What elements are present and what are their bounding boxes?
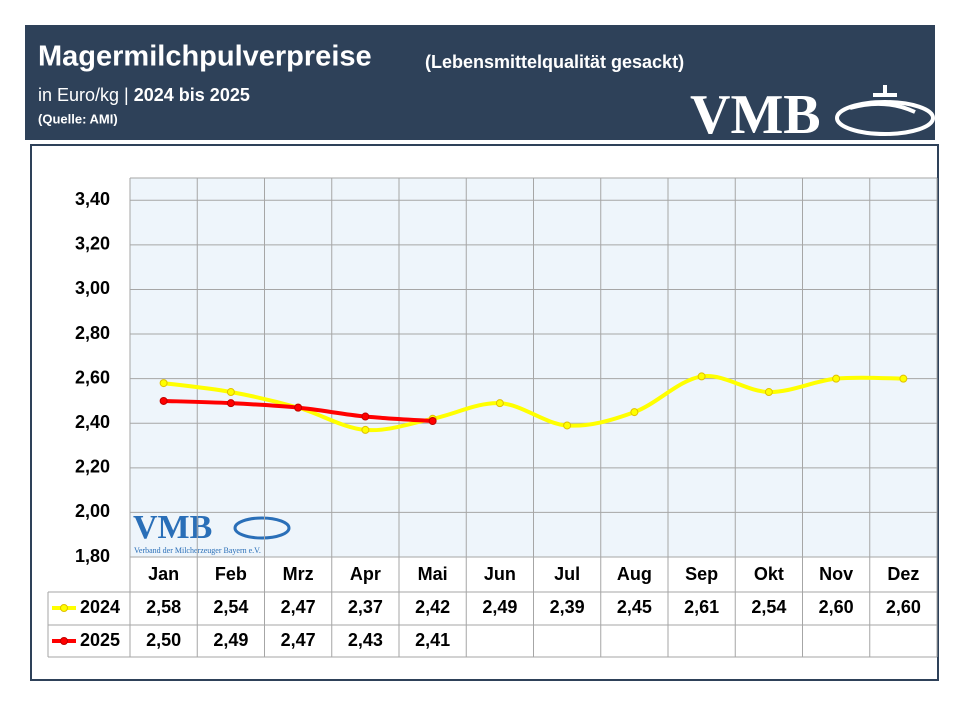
header-logo-swoosh: [835, 85, 935, 136]
point: [630, 408, 639, 417]
point: [832, 374, 841, 383]
y-tick-label: 2,00: [75, 501, 110, 521]
y-tick-label: 3,40: [75, 189, 110, 209]
x-tick-label: Mrz: [283, 564, 314, 584]
table-value: 2,60: [819, 597, 854, 617]
table-value: 2,49: [482, 597, 517, 617]
subtitle: in Euro/kg | 2024 bis 2025: [38, 85, 250, 105]
point: [361, 425, 370, 434]
table-value: 2,47: [281, 630, 316, 650]
header: [25, 25, 935, 140]
table-value: 2,39: [550, 597, 585, 617]
watermark-logo: VMB: [133, 509, 212, 546]
point: [428, 417, 437, 426]
table-value: 2,58: [146, 597, 181, 617]
x-tick-label: Feb: [215, 564, 247, 584]
table-value: 2,61: [684, 597, 719, 617]
point: [899, 374, 908, 383]
point: [294, 403, 303, 412]
point: [361, 412, 370, 421]
table-value: 2,45: [617, 597, 652, 617]
y-tick-label: 2,20: [75, 457, 110, 477]
point: [697, 372, 706, 381]
point: [159, 379, 168, 388]
x-tick-label: Aug: [617, 564, 652, 584]
source: (Quelle: AMI): [38, 111, 118, 126]
y-tick-label: 2,40: [75, 412, 110, 432]
x-tick-label: Apr: [350, 564, 381, 584]
title-note: (Lebensmittelqualität gesackt): [425, 52, 684, 72]
legend-label: 2024: [80, 597, 120, 617]
x-tick-label: Okt: [754, 564, 784, 584]
table-value: 2,50: [146, 630, 181, 650]
x-tick-label: Mai: [418, 564, 448, 584]
x-tick-label: Sep: [685, 564, 718, 584]
point: [495, 399, 504, 408]
header-logo: VMB: [690, 84, 821, 146]
table-value: 2,41: [415, 630, 450, 650]
point: [563, 421, 572, 430]
table-value: 2,60: [886, 597, 921, 617]
point: [226, 399, 235, 408]
point: [764, 388, 773, 397]
table-value: 2,49: [213, 630, 248, 650]
legend-marker: [60, 637, 68, 645]
y-tick-label: 3,20: [75, 234, 110, 254]
x-tick-label: Jul: [554, 564, 580, 584]
point: [159, 396, 168, 405]
y-tick-label: 3,00: [75, 278, 110, 298]
watermark-swoosh: [233, 516, 291, 540]
y-tick-label: 1,80: [75, 546, 110, 566]
table-value: 2,37: [348, 597, 383, 617]
x-tick-label: Jan: [148, 564, 179, 584]
y-tick-label: 2,80: [75, 323, 110, 343]
subtitle-period: 2024 bis 2025: [134, 85, 250, 105]
x-tick-label: Dez: [887, 564, 919, 584]
point: [226, 388, 235, 397]
y-tick-label: 2,60: [75, 367, 110, 387]
table-value: 2,54: [213, 597, 248, 617]
table-value: 2,47: [281, 597, 316, 617]
x-tick-label: Nov: [819, 564, 853, 584]
chart-title: Magermilchpulverpreise: [38, 41, 372, 73]
table-value: 2,42: [415, 597, 450, 617]
legend-label: 2025: [80, 630, 120, 650]
subtitle-unit: in Euro/kg |: [38, 85, 129, 105]
legend-marker: [60, 604, 68, 612]
x-tick-label: Jun: [484, 564, 516, 584]
table-value: 2,43: [348, 630, 383, 650]
table-value: 2,54: [751, 597, 786, 617]
